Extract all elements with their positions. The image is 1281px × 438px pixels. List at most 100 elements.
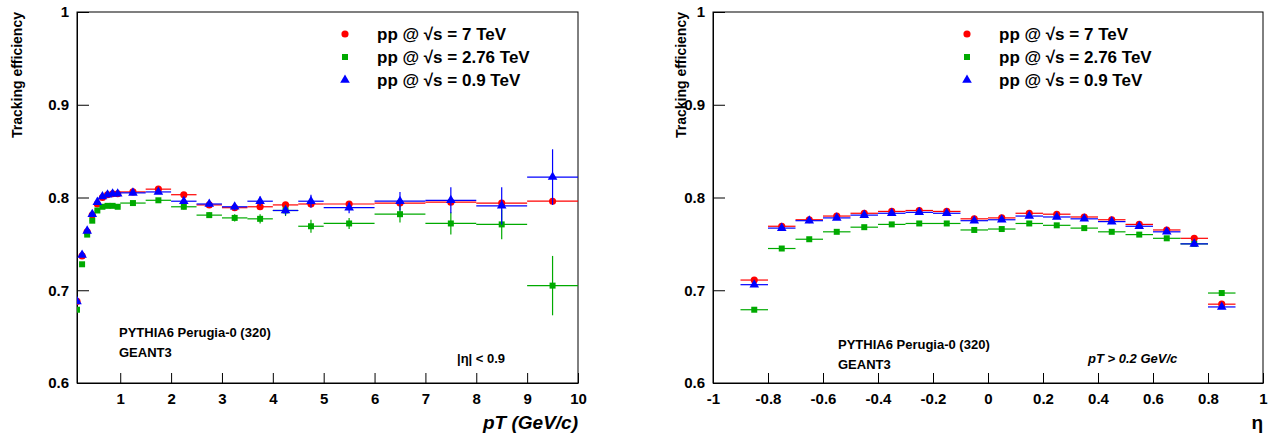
data-point — [77, 249, 87, 257]
data-point — [308, 223, 314, 229]
y-tick: 1 — [61, 3, 89, 20]
legend-marker — [962, 74, 972, 82]
data-point — [1189, 238, 1199, 246]
data-point — [749, 279, 759, 287]
data-point — [497, 200, 507, 208]
x-tick-mark — [425, 373, 426, 383]
y-axis: 0.60.70.80.91 — [48, 3, 89, 391]
x-tick-mark — [375, 373, 376, 383]
y-tick-label: 0.8 — [48, 189, 69, 206]
series — [77, 197, 578, 315]
y-tick: 0.8 — [48, 189, 89, 206]
x-tick-mark — [1043, 373, 1044, 383]
data-point — [1217, 301, 1227, 309]
x-tick: 7 — [422, 373, 430, 407]
legend-label: pp @ √s = 7 TeV — [377, 25, 507, 44]
x-tick-mark — [273, 373, 274, 383]
data-point — [230, 201, 240, 209]
x-tick: 4 — [269, 373, 278, 407]
legend: pp @ √s = 7 TeVpp @ √s = 2.76 TeVpp @ √s… — [340, 25, 530, 90]
x-tick-label: 1 — [1259, 390, 1267, 407]
y-tick-label: 0.6 — [48, 374, 69, 391]
data-point — [281, 205, 291, 213]
y-tick-mark — [77, 198, 89, 199]
data-point — [969, 215, 979, 223]
x-tick-label: 6 — [371, 390, 379, 407]
x-tick-mark — [878, 373, 879, 383]
annotation: GEANT3 — [838, 357, 891, 372]
legend-label: pp @ √s = 0.9 TeV — [999, 71, 1143, 90]
data-point — [889, 221, 895, 227]
data-point — [1079, 213, 1089, 221]
data-point — [344, 202, 354, 210]
data-point — [1081, 225, 1087, 231]
data-point — [1107, 216, 1117, 224]
legend-label: pp @ √s = 7 TeV — [999, 25, 1129, 44]
data-point — [232, 215, 238, 221]
annotation: GEANT3 — [119, 345, 172, 360]
legend: pp @ √s = 7 TeVpp @ √s = 2.76 TeVpp @ √s… — [962, 25, 1152, 90]
chart: 123456789100.60.70.80.91pp @ √s = 7 TeVp… — [48, 3, 587, 433]
x-tick-mark — [324, 373, 325, 383]
y-tick-label: 0.7 — [684, 282, 705, 299]
data-point — [446, 195, 456, 203]
x-tick-mark — [1208, 373, 1209, 383]
x-tick-label: 10 — [570, 390, 587, 407]
x-tick: 0 — [984, 373, 992, 407]
series — [741, 207, 1236, 310]
data-point — [1109, 229, 1115, 235]
y-tick: 0.8 — [684, 189, 725, 206]
data-point — [128, 187, 138, 195]
x-tick-mark — [1153, 373, 1154, 383]
x-axis: -1-0.8-0.6-0.4-0.200.20.40.60.81 — [707, 373, 1268, 407]
x-tick: 8 — [473, 373, 481, 407]
data-point — [1026, 220, 1032, 226]
y-tick-label: 0.8 — [684, 189, 705, 206]
data-point — [89, 218, 95, 224]
x-axis: 12345678910 — [78, 373, 587, 407]
legend-marker — [340, 74, 350, 82]
x-tick-label: 0.8 — [1198, 390, 1219, 407]
y-tick-mark — [713, 105, 725, 106]
data-point — [306, 196, 316, 204]
marks — [741, 207, 1236, 313]
x-tick-mark — [171, 373, 172, 383]
x-tick-label: -0.2 — [921, 390, 947, 407]
y-tick-mark — [713, 383, 725, 384]
data-point — [257, 216, 263, 222]
x-tick-label: 4 — [269, 390, 278, 407]
x-axis-title: η — [1251, 412, 1263, 433]
x-tick: -0.4 — [866, 373, 893, 407]
y-tick: 0.7 — [684, 282, 725, 299]
x-tick-label: 3 — [218, 390, 226, 407]
x-tick-mark — [823, 373, 824, 383]
data-point — [861, 224, 867, 230]
x-tick-mark — [222, 373, 223, 383]
data-point — [154, 186, 164, 194]
annotation: PYTHIA6 Perugia-0 (320) — [119, 325, 271, 340]
x-tick: 0.8 — [1198, 373, 1219, 407]
x-tick-mark — [527, 373, 528, 383]
data-point — [887, 208, 897, 216]
data-point — [997, 214, 1007, 222]
y-tick-label: 1 — [61, 3, 69, 20]
data-point — [1219, 290, 1225, 296]
data-point — [914, 207, 924, 215]
data-point — [79, 261, 85, 267]
x-axis-line — [714, 383, 1264, 384]
data-point — [834, 229, 840, 235]
series — [741, 220, 1236, 312]
x-tick-label: -0.6 — [811, 390, 837, 407]
data-point — [130, 200, 136, 206]
y-tick-mark — [77, 383, 89, 384]
data-point — [942, 208, 952, 216]
x-tick-label: 9 — [523, 390, 531, 407]
x-axis-title: pT (GeV/c) — [482, 412, 578, 433]
y-tick-mark — [713, 290, 725, 291]
x-tick-mark — [1098, 373, 1099, 383]
x-tick: 1 — [117, 373, 125, 407]
y-tick: 0.9 — [48, 96, 89, 113]
data-point — [255, 196, 265, 204]
x-tick-label: 1 — [117, 390, 125, 407]
data-point — [777, 223, 787, 231]
